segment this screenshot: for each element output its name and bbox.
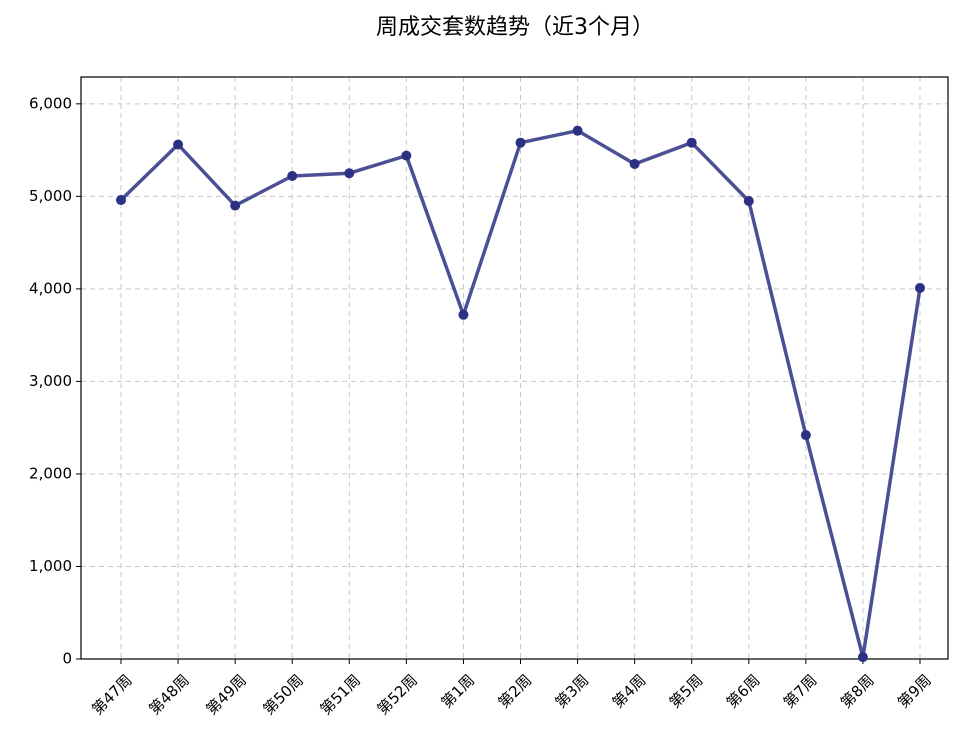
x-tick-label: 第8周 bbox=[837, 671, 878, 712]
x-tick-label: 第47周 bbox=[88, 671, 135, 718]
point bbox=[344, 168, 355, 179]
point bbox=[458, 309, 469, 320]
x-tick-label: 第7周 bbox=[780, 671, 821, 712]
x-tick-label: 第1周 bbox=[437, 671, 478, 712]
point bbox=[915, 282, 925, 293]
point bbox=[800, 430, 811, 441]
x-tick-label: 第52周 bbox=[374, 671, 421, 718]
x-tick-label: 第51周 bbox=[317, 671, 364, 718]
plot-frame bbox=[80, 76, 949, 660]
point bbox=[629, 158, 640, 169]
point bbox=[572, 125, 583, 136]
y-tick-label: 4,000 bbox=[29, 279, 72, 297]
y-tick-label: 5,000 bbox=[29, 187, 72, 205]
x-tick-label: 第9周 bbox=[894, 671, 935, 712]
chart-title: 周成交套数趋势（近3个月） bbox=[376, 15, 654, 40]
y-tick-label: 3,000 bbox=[29, 372, 72, 390]
point bbox=[116, 195, 126, 206]
point bbox=[857, 652, 868, 663]
y-tick-label: 6,000 bbox=[29, 94, 72, 112]
point bbox=[743, 195, 754, 206]
point bbox=[401, 150, 412, 161]
x-tick-label: 第6周 bbox=[723, 671, 764, 712]
point bbox=[230, 200, 241, 211]
x-tick-label: 第5周 bbox=[666, 671, 707, 712]
x-tick-label: 第3周 bbox=[552, 671, 593, 712]
y-tick-label: 2,000 bbox=[29, 464, 72, 482]
x-tick-label: 第50周 bbox=[260, 671, 307, 718]
x-tick-label: 第49周 bbox=[202, 671, 249, 718]
x-tick-label: 第48周 bbox=[145, 671, 192, 718]
y-tick-label: 1,000 bbox=[29, 557, 72, 575]
y-tick-label: 0 bbox=[62, 650, 72, 668]
point bbox=[686, 137, 697, 148]
x-tick-label: 第4周 bbox=[609, 671, 650, 712]
point bbox=[287, 171, 298, 182]
x-tick-label: 第2周 bbox=[495, 671, 536, 712]
point bbox=[515, 137, 526, 148]
point bbox=[173, 139, 184, 150]
